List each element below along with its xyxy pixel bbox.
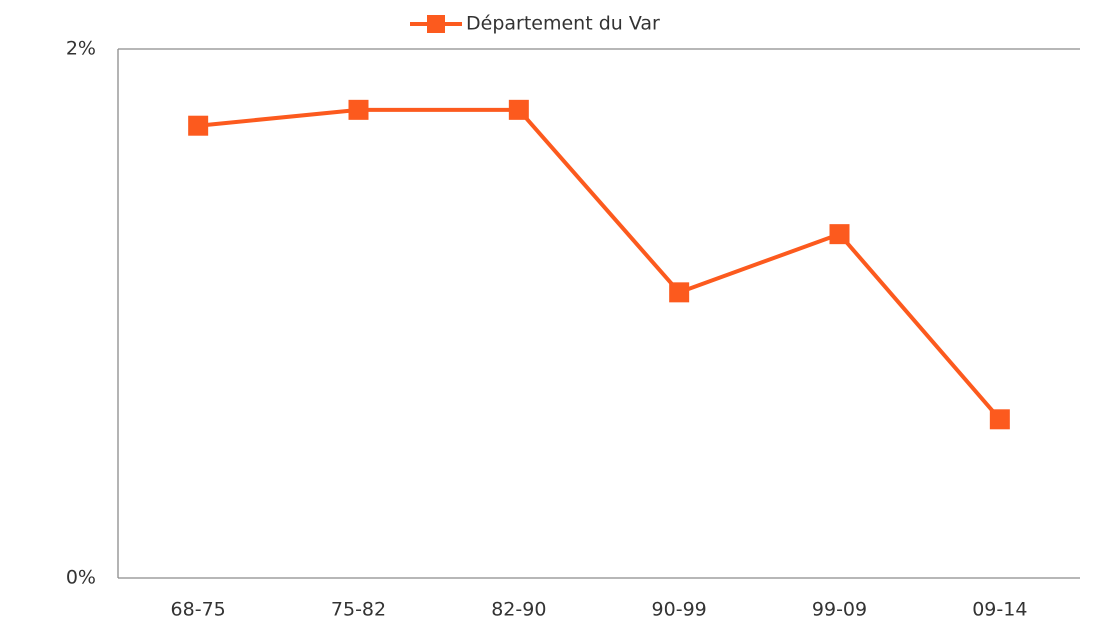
x-tick-label: 75-82: [331, 599, 386, 621]
x-tick-label: 99-09: [812, 599, 867, 621]
y-tick-label: 2%: [66, 38, 96, 60]
x-tick-label: 68-75: [171, 599, 226, 621]
marker: [989, 409, 1010, 430]
marker: [188, 115, 209, 136]
legend-label: Département du Var: [466, 13, 660, 35]
x-tick-label: 09-14: [972, 599, 1027, 621]
series-line: [197, 107, 1002, 421]
marker: [669, 282, 690, 303]
marker: [829, 224, 850, 245]
y-tick-label: 0%: [66, 567, 96, 589]
marker: [508, 99, 529, 120]
x-tick-label: 90-99: [652, 599, 707, 621]
legend-marker: [427, 15, 445, 33]
x-tick-label: 82-90: [491, 599, 546, 621]
marker: [348, 99, 369, 120]
